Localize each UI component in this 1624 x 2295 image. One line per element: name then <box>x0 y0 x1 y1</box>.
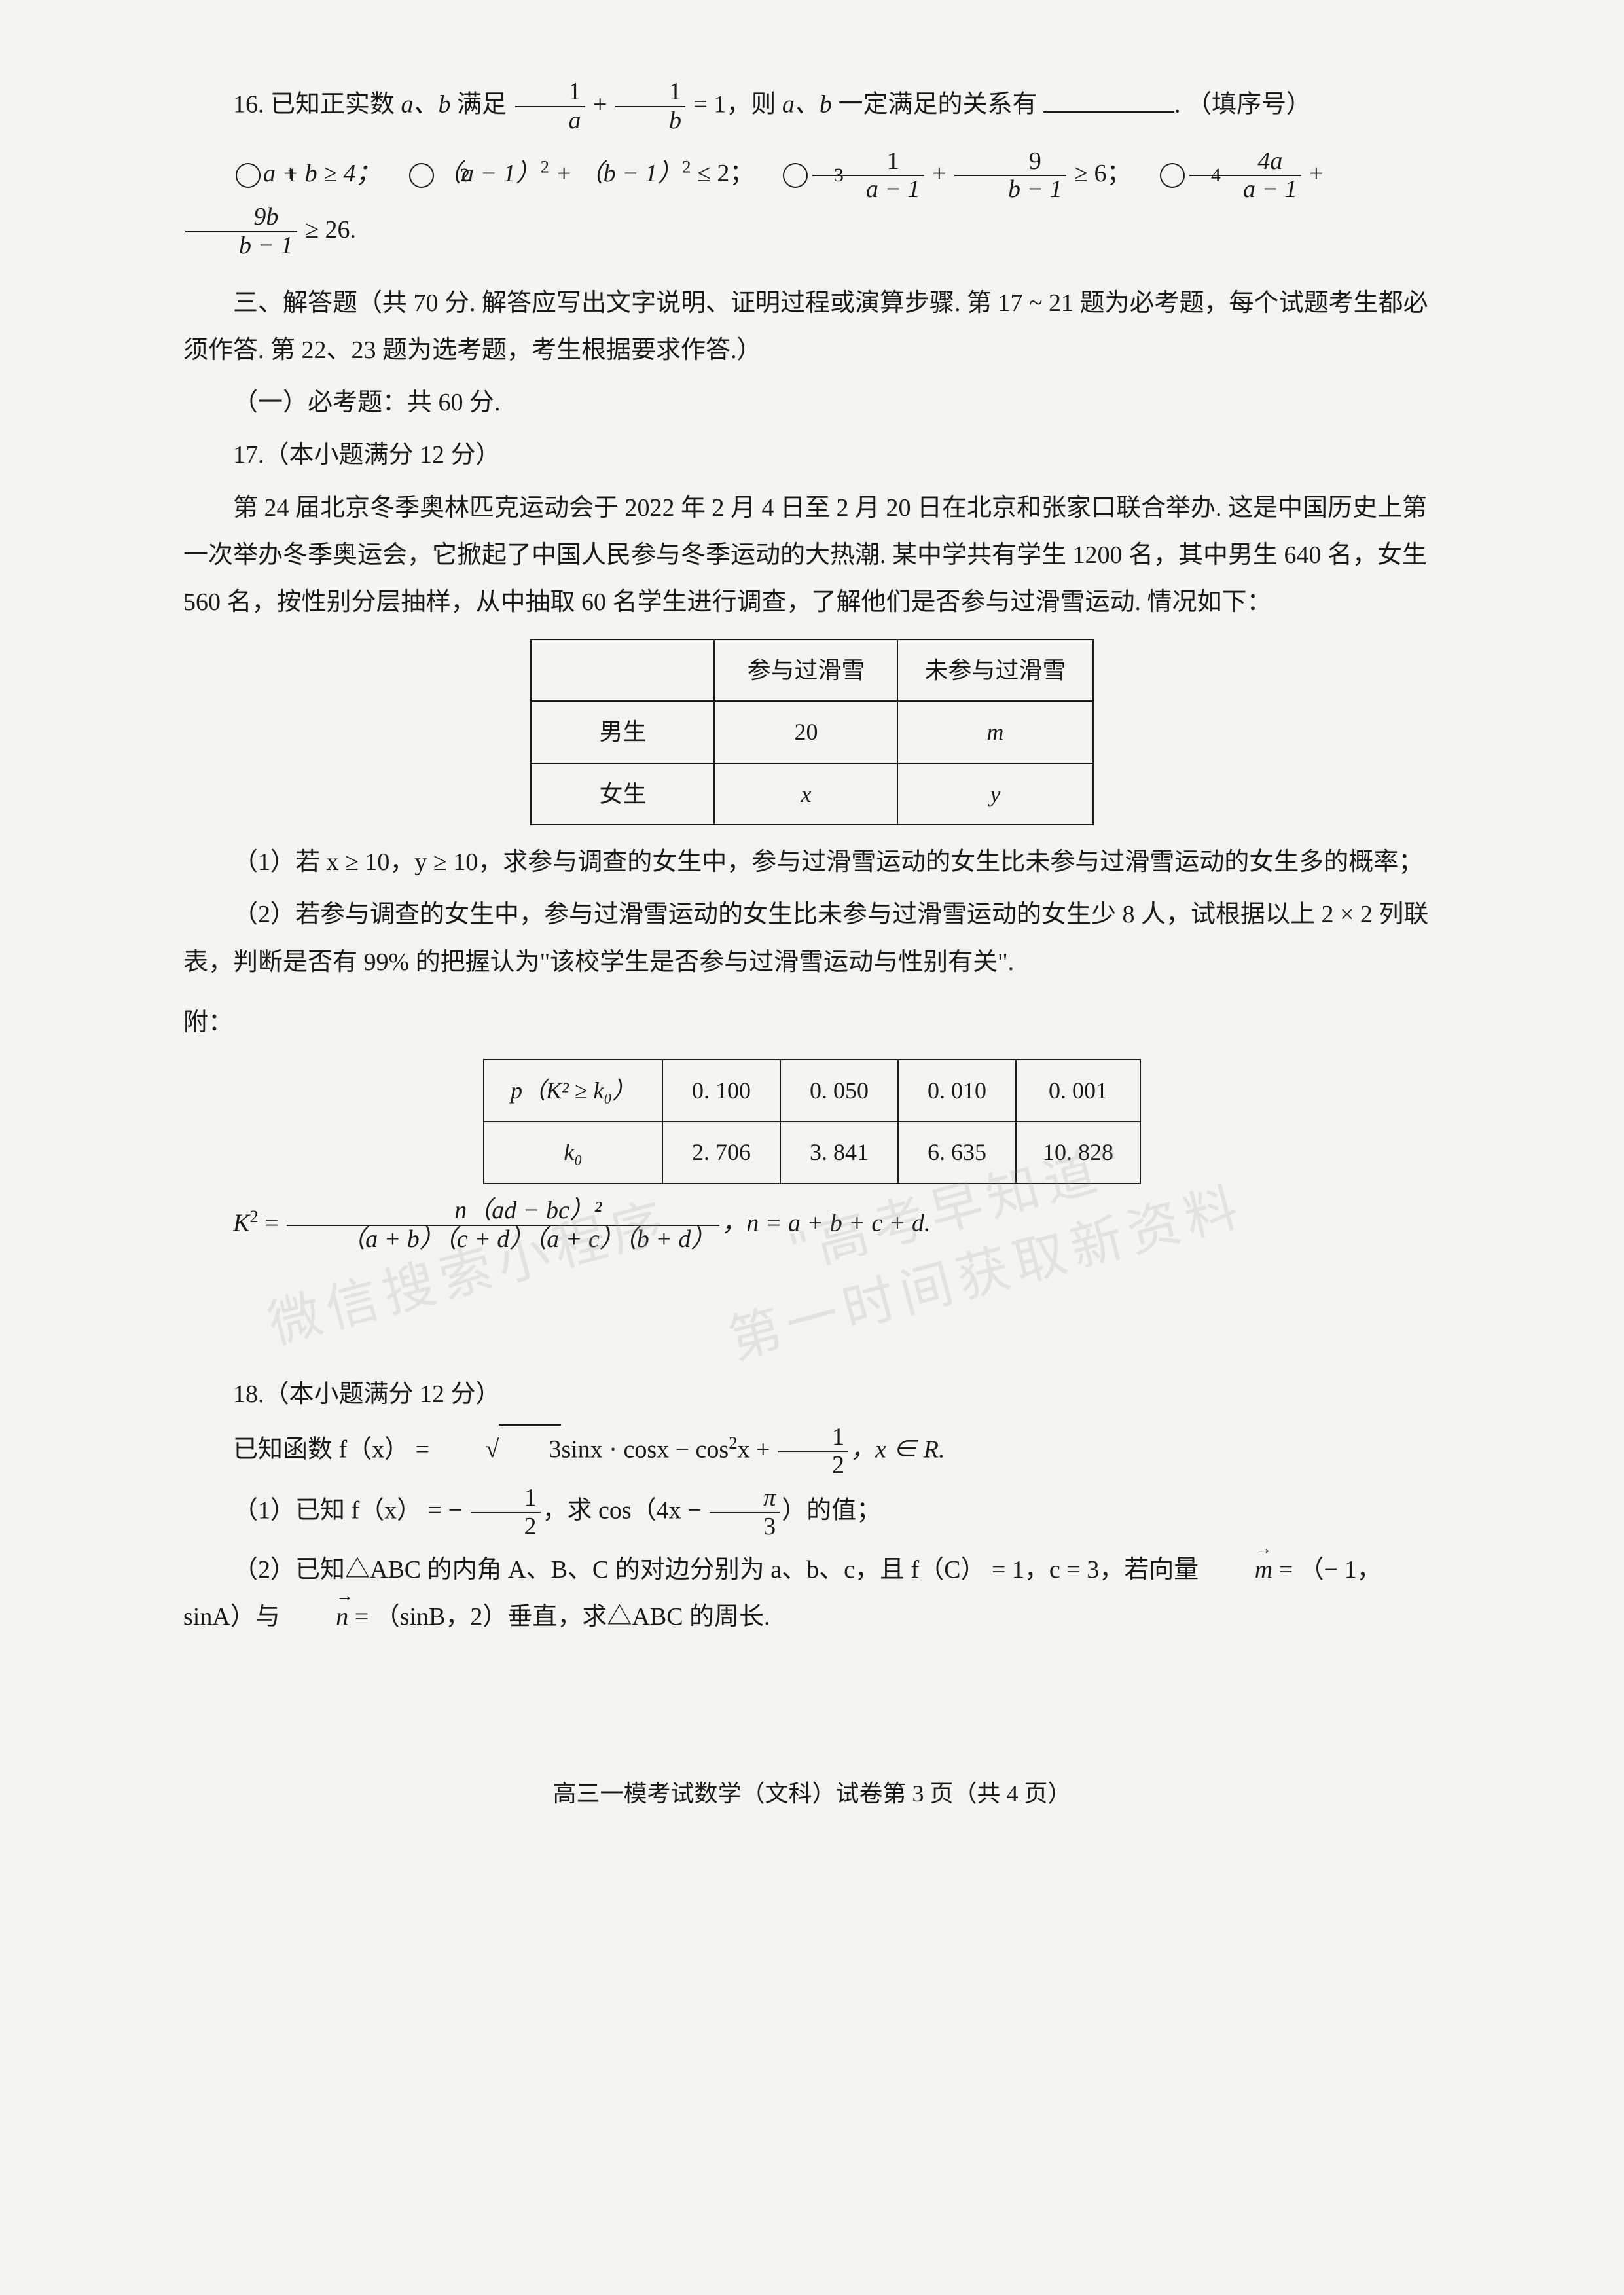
q17-t2-r1c5: 0. 001 <box>1016 1060 1140 1121</box>
q16-opt3: 31a − 1 + 9b − 1 ≥ 6； <box>780 160 1132 187</box>
q16-vars2: a、b <box>782 91 832 118</box>
q16-vars: a、b <box>401 91 451 118</box>
q17-t-r2c3: y <box>897 763 1092 825</box>
q17-t2-r2c3: 3. 841 <box>780 1121 898 1183</box>
q17-attach: 附： <box>183 999 1441 1046</box>
q16-plus1: + <box>587 91 613 118</box>
section3-1: （一）必考题：共 60 分. <box>183 379 1441 426</box>
q18-intro: 已知函数 f（x） = 3sinx · cosx − cos2x + 12，x … <box>183 1424 1441 1480</box>
q16-mid: 满足 <box>451 91 513 118</box>
q17-t2-r1c3: 0. 050 <box>780 1060 898 1121</box>
q17-t2-r1c1: p（K² ≥ k₀） <box>484 1060 662 1121</box>
q17-t-r1c1: 男生 <box>531 701 714 763</box>
q18-sub2: （2）已知△ABC 的内角 A、B、C 的对边分别为 a、b、c，且 f（C） … <box>183 1546 1441 1640</box>
q18-title: 18.（本小题满分 12 分） <box>183 1371 1441 1418</box>
q17-sub1: （1）若 x ≥ 10，y ≥ 10，求参与调查的女生中，参与过滑雪运动的女生比… <box>183 839 1441 886</box>
q16-eq: = 1，则 <box>687 91 782 118</box>
section3-title: 三、解答题（共 70 分. 解答应写出文字说明、证明过程或演算步骤. 第 17 … <box>183 280 1441 374</box>
q16-frac2: 1b <box>615 79 685 135</box>
q17-t2-r2c5: 10. 828 <box>1016 1121 1140 1183</box>
q17-table: 参与过滑雪 未参与过滑雪 男生 20 m 女生 x y <box>530 639 1093 825</box>
q16-text-pre: 16. 已知正实数 <box>233 91 401 118</box>
q16-blank <box>1043 82 1174 113</box>
q17-t2-r1c4: 0. 010 <box>898 1060 1016 1121</box>
q17-t2-r2c1: k₀ <box>484 1121 662 1183</box>
q16-frac1: 1a <box>515 79 585 135</box>
q16-options: 1a + b ≥ 4； 2（a − 1）2 + （b − 1）2 ≤ 2； 31… <box>183 148 1441 260</box>
q17-t-h1 <box>531 640 714 701</box>
q16-opt2: 2（a − 1）2 + （b − 1）2 ≤ 2； <box>406 160 754 187</box>
q17-t2-r1c2: 0. 100 <box>662 1060 780 1121</box>
q17-t2-r2c4: 6. 635 <box>898 1121 1016 1183</box>
q17-t2-r2c2: 2. 706 <box>662 1121 780 1183</box>
q17-title: 17.（本小题满分 12 分） <box>183 431 1441 479</box>
q17-table2: p（K² ≥ k₀） 0. 100 0. 050 0. 010 0. 001 k… <box>483 1059 1141 1184</box>
q16-end: 一定满足的关系有 <box>832 91 1043 118</box>
q16-period: . <box>1174 91 1187 118</box>
q16-opt1: 1a + b ≥ 4； <box>233 160 381 187</box>
q17-t-r2c1: 女生 <box>531 763 714 825</box>
q17-t-h3: 未参与过滑雪 <box>897 640 1092 701</box>
page-footer: 高三一模考试数学（文科）试卷第 3 页（共 4 页） <box>183 1771 1441 1816</box>
document-content: 16. 已知正实数 a、b 满足 1a + 1b = 1，则 a、b 一定满足的… <box>183 79 1441 1816</box>
q17-t-r2c2: x <box>714 763 897 825</box>
q16-hint: （填序号） <box>1187 91 1311 118</box>
q17-t-r1c2: 20 <box>714 701 897 763</box>
q17-t-r1c3: m <box>897 701 1092 763</box>
q17-formula: K2 = n（ad − bc）²（a + b）（c + d）（a + c）（b … <box>183 1197 1441 1254</box>
q17-p1: 第 24 届北京冬季奥林匹克运动会于 2022 年 2 月 4 日至 2 月 2… <box>183 484 1441 626</box>
q17-sub2: （2）若参与调查的女生中，参与过滑雪运动的女生比未参与过滑雪运动的女生少 8 人… <box>183 891 1441 985</box>
q17-t-h2: 参与过滑雪 <box>714 640 897 701</box>
q16-intro: 16. 已知正实数 a、b 满足 1a + 1b = 1，则 a、b 一定满足的… <box>183 79 1441 135</box>
